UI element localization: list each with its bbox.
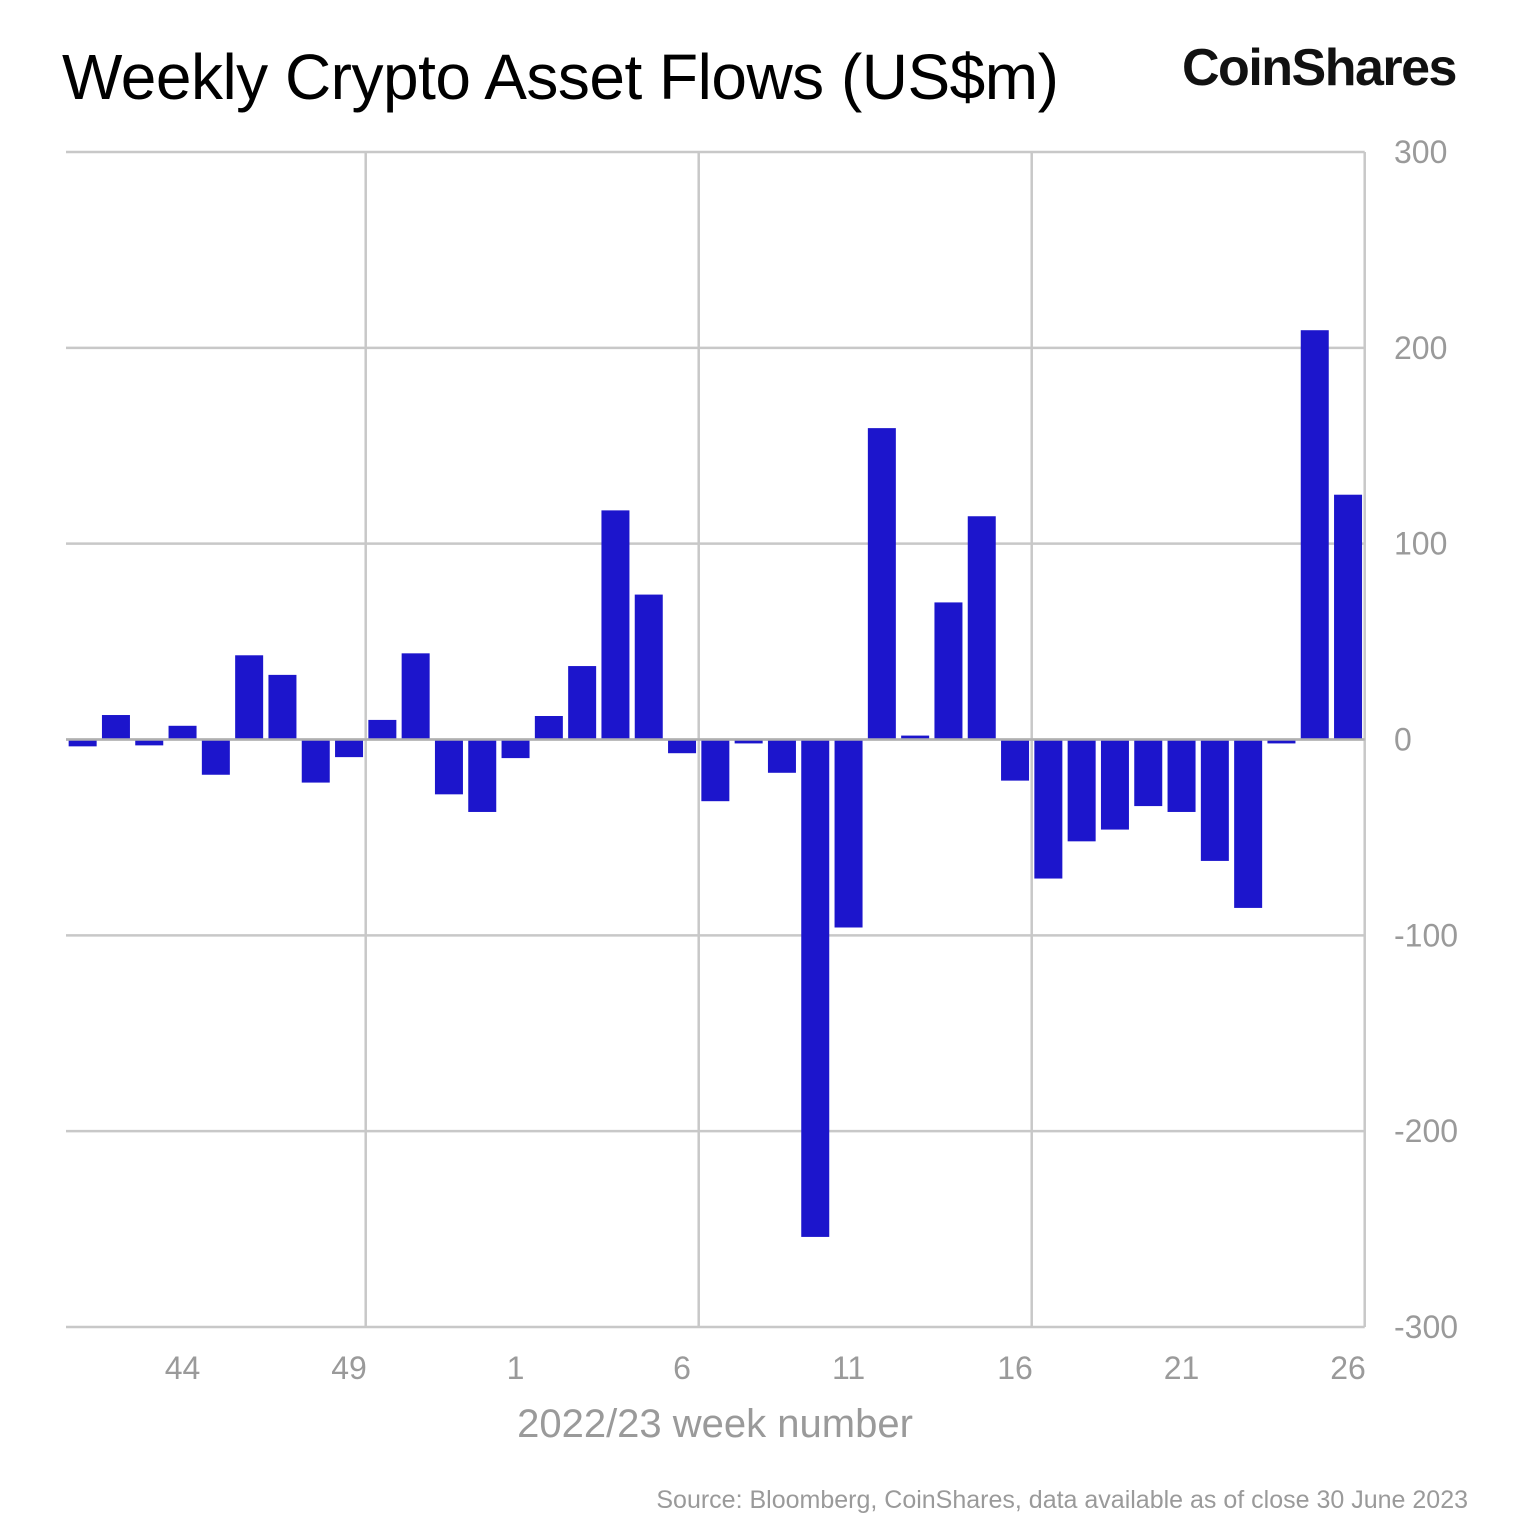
bar-week-42	[101, 715, 130, 740]
x-tick-label: 16	[997, 1350, 1033, 1386]
x-tick-label: 21	[1164, 1350, 1200, 1386]
y-tick-label: -100	[1394, 917, 1458, 953]
bar-week-45	[201, 739, 230, 775]
bar-week-25	[1300, 330, 1329, 740]
bar-week-13	[901, 735, 930, 740]
coinshares-logo: CoinShares	[1182, 39, 1457, 97]
bar-week-46	[235, 655, 264, 740]
bar-week-8	[734, 739, 763, 744]
bar-week-1	[501, 739, 530, 759]
source-note: Source: Bloomberg, CoinShares, data avai…	[656, 1486, 1468, 1514]
bar-week-49	[335, 739, 364, 758]
x-tick-label: 49	[331, 1350, 367, 1386]
bar-week-21	[1167, 739, 1196, 812]
bar-week-14	[934, 602, 963, 740]
bar-week-50	[368, 719, 397, 740]
bar-week-12	[867, 428, 896, 740]
bar-week-6	[668, 739, 697, 754]
bar-week-3	[568, 666, 597, 740]
x-axis-label: 2022/23 week number	[517, 1402, 913, 1446]
bar-week-11	[834, 739, 863, 928]
x-tick-label: 6	[673, 1350, 691, 1386]
bar-week-51	[401, 653, 430, 740]
bar-week-17	[1034, 739, 1063, 879]
bar-week-19	[1100, 739, 1129, 830]
bar-week-7	[701, 739, 730, 802]
y-tick-label: 200	[1394, 330, 1447, 366]
bar-week-10	[801, 739, 830, 1237]
bar-week-26	[1334, 494, 1363, 740]
y-tick-label: 100	[1394, 526, 1447, 562]
x-tick-label: 1	[507, 1350, 525, 1386]
bar-week-20	[1134, 739, 1163, 807]
bar-week-16	[1001, 739, 1030, 781]
bar-week-53	[468, 739, 497, 812]
bar-week-24	[1267, 739, 1296, 744]
x-tick-label: 26	[1330, 1350, 1366, 1386]
bar-week-48	[301, 739, 330, 783]
y-tick-label: -200	[1394, 1113, 1458, 1149]
bar-week-44	[168, 725, 197, 740]
bar-week-15	[967, 516, 996, 740]
bar-week-4	[601, 510, 630, 740]
bar-week-47	[268, 674, 297, 740]
bar-week-5	[634, 594, 663, 740]
bar-week-23	[1234, 739, 1263, 908]
chart-title: Weekly Crypto Asset Flows (US$m)	[62, 41, 1059, 113]
bar-week-52	[434, 739, 463, 795]
bar-week-43	[135, 739, 164, 746]
bar-week-18	[1067, 739, 1096, 842]
bar-week-9	[767, 739, 796, 773]
bar-week-41	[68, 739, 97, 747]
y-tick-label: -300	[1394, 1309, 1458, 1345]
x-tick-label: 44	[165, 1350, 201, 1386]
bar-week-2	[534, 716, 563, 740]
x-tick-label: 11	[832, 1350, 865, 1386]
y-tick-label: 300	[1394, 134, 1447, 170]
bar-week-22	[1200, 739, 1229, 861]
y-tick-label: 0	[1394, 722, 1412, 758]
